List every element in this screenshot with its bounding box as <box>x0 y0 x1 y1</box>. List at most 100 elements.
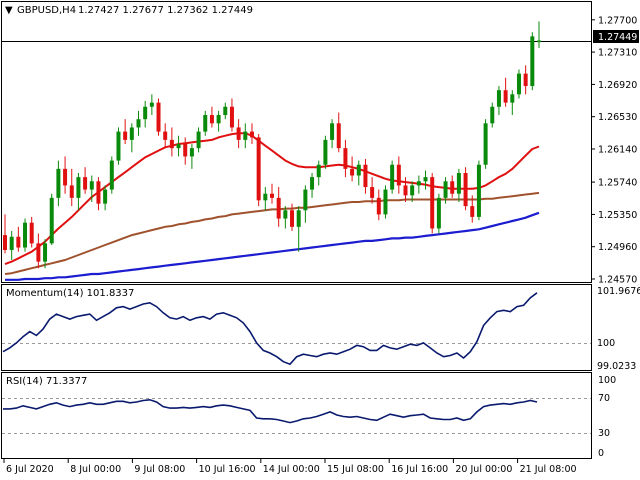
candle <box>290 203 295 231</box>
candle <box>76 173 81 211</box>
rsi-tick-label: 70 <box>598 393 610 404</box>
candle <box>56 160 61 207</box>
candle <box>143 100 148 128</box>
candle <box>510 90 515 116</box>
sma-mid-line <box>4 191 540 275</box>
candle <box>316 160 321 186</box>
momentum-title: Momentum(14) 101.8337 <box>6 288 134 299</box>
time-tick-label: 16 Jul 16:00 <box>391 464 448 475</box>
candle <box>470 195 475 223</box>
price-tick-label: 1.24960 <box>598 242 637 253</box>
symbol-label: GBPUSD,H4 <box>17 5 76 16</box>
candle <box>83 167 88 194</box>
candle <box>149 94 154 116</box>
candle <box>403 177 408 202</box>
candle <box>129 123 134 153</box>
ohlc-values: 1.27427 1.27677 1.27362 1.27449 <box>78 5 253 16</box>
candle <box>276 187 281 227</box>
price-axis: 1.27700 1.27310 1.26920 1.26530 1.26140 1.257… <box>591 15 637 286</box>
candle <box>423 170 428 190</box>
candle <box>296 206 301 252</box>
price-tick-label: 1.26140 <box>598 144 637 155</box>
candle <box>496 86 501 116</box>
candle <box>69 168 74 207</box>
momentum-plot <box>2 292 538 366</box>
candle <box>503 77 508 107</box>
candle <box>436 193 441 234</box>
price-tick-label: 1.26920 <box>598 80 637 91</box>
momentum-tick-label: 99.0233 <box>597 361 636 372</box>
rsi-tick-label: 0 <box>598 448 604 459</box>
price-tick-label: 1.26530 <box>598 112 637 123</box>
candle <box>96 177 101 211</box>
candle <box>490 102 495 128</box>
time-tick-label: 10 Jul 16:00 <box>199 464 256 475</box>
momentum-tick-label: 100 <box>597 338 615 349</box>
candle <box>156 98 161 136</box>
candle <box>196 127 201 153</box>
candle <box>169 127 174 157</box>
current-price-label: 1.27449 <box>598 32 637 43</box>
candle <box>103 185 108 211</box>
candle <box>416 175 421 194</box>
candle <box>476 160 481 221</box>
price-tick-label: 1.25350 <box>598 210 637 221</box>
candle <box>109 156 114 194</box>
candle <box>263 187 268 211</box>
price-panel[interactable] <box>1 1 592 283</box>
candle <box>229 98 234 132</box>
time-tick-label: 9 Jul 08:00 <box>134 464 185 475</box>
candle <box>330 119 335 149</box>
candle <box>209 106 214 128</box>
time-tick-label: 14 Jul 00:00 <box>263 464 320 475</box>
price-tick-label: 1.27310 <box>598 48 637 59</box>
candle <box>383 185 388 219</box>
candle <box>303 185 308 223</box>
candle <box>310 173 315 198</box>
candle <box>270 183 274 204</box>
candle <box>236 119 241 149</box>
candle <box>363 158 368 194</box>
candle <box>256 134 261 207</box>
sma-slow-line <box>5 211 540 281</box>
candle <box>63 156 68 194</box>
moving-averages <box>4 132 540 281</box>
price-tick-label: 1.25740 <box>598 178 637 189</box>
candle <box>49 193 54 246</box>
candle <box>370 177 375 204</box>
candle <box>163 123 168 149</box>
time-axis: 6 Jul 2020 8 Jul 00:00 9 Jul 08:00 10 Jul 1… <box>3 459 577 475</box>
candle <box>430 173 435 234</box>
candle <box>350 156 355 182</box>
price-tick-label: 1.24570 <box>598 275 637 286</box>
candle <box>323 135 328 169</box>
momentum-line <box>2 292 538 366</box>
candle <box>450 175 455 198</box>
candle <box>189 144 194 169</box>
rsi-line <box>3 398 538 424</box>
candle <box>223 102 228 120</box>
time-tick-label: 20 Jul 00:00 <box>455 464 512 475</box>
time-tick-label: 15 Jul 08:00 <box>327 464 384 475</box>
candle <box>376 189 381 221</box>
rsi-tick-label: 30 <box>598 428 610 439</box>
candle <box>3 214 7 254</box>
candle <box>183 137 188 165</box>
collapse-arrow-icon[interactable]: ▼ <box>5 5 13 16</box>
candle <box>43 239 48 269</box>
candle <box>356 160 361 186</box>
time-tick-label: 21 Jul 08:00 <box>520 464 577 475</box>
candle <box>176 135 181 157</box>
current-price-badge <box>593 30 639 43</box>
candle <box>443 177 448 204</box>
candle <box>390 160 395 194</box>
momentum-axis: 101.9676 100 99.0233 <box>597 286 640 372</box>
candle <box>249 123 254 145</box>
rsi-tick-label: 100 <box>598 375 616 386</box>
candle <box>463 167 468 211</box>
candle <box>523 65 528 95</box>
candle <box>116 127 121 165</box>
candle <box>483 119 488 169</box>
rsi-panel[interactable] <box>1 372 592 459</box>
